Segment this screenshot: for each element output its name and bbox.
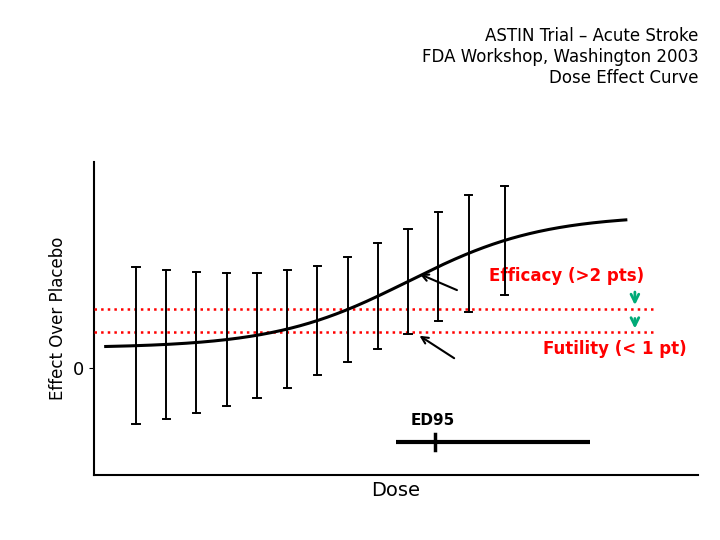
Y-axis label: Effect Over Placebo: Effect Over Placebo (49, 237, 67, 400)
X-axis label: Dose: Dose (372, 481, 420, 500)
Text: ASTIN Trial – Acute Stroke
FDA Workshop, Washington 2003
Dose Effect Curve: ASTIN Trial – Acute Stroke FDA Workshop,… (422, 27, 698, 86)
Text: ED95: ED95 (410, 413, 454, 428)
Text: Futility (< 1 pt): Futility (< 1 pt) (543, 340, 686, 358)
Text: Efficacy (>2 pts): Efficacy (>2 pts) (489, 267, 644, 285)
